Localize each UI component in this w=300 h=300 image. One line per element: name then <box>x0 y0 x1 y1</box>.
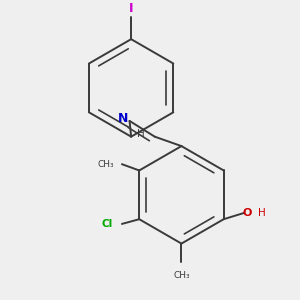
Text: H: H <box>137 128 144 139</box>
Text: H: H <box>259 208 266 218</box>
Text: CH₃: CH₃ <box>173 271 190 280</box>
Text: CH₃: CH₃ <box>98 160 114 169</box>
Text: O: O <box>243 208 252 218</box>
Text: N: N <box>118 112 128 125</box>
Text: Cl: Cl <box>101 219 112 229</box>
Text: I: I <box>129 2 134 15</box>
